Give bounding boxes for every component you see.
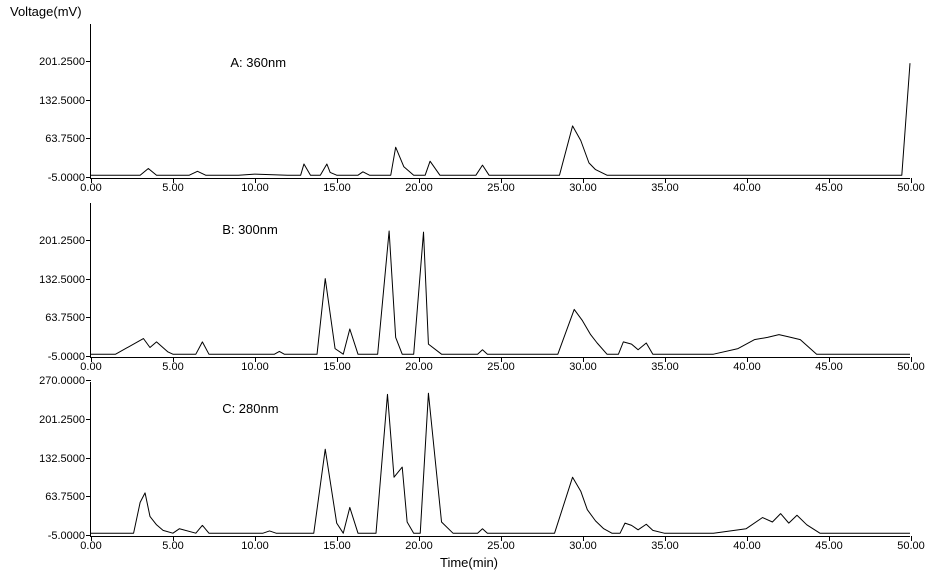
xtick-label: 45.00	[815, 182, 843, 194]
panel-label-a: A: 360nm	[230, 55, 286, 70]
panel-label-b: B: 300nm	[222, 222, 278, 237]
ytick-mark	[86, 380, 91, 381]
ytick-label: 132.5000	[39, 95, 85, 107]
ytick-label: 270.0000	[39, 375, 85, 387]
panel-b: -5.000063.7500132.5000201.25000.005.0010…	[90, 203, 910, 358]
chromatogram-curve	[91, 382, 910, 536]
xtick-label: 40.00	[733, 182, 761, 194]
plot-area: -5.000063.7500132.5000201.25000.005.0010…	[90, 24, 910, 179]
xtick-label: 10.00	[241, 361, 269, 373]
x-axis-title: Time(min)	[440, 555, 498, 570]
panel-a: -5.000063.7500132.5000201.25000.005.0010…	[90, 24, 910, 179]
xtick-label: 20.00	[405, 182, 433, 194]
ytick-label: 201.2500	[39, 56, 85, 68]
xtick-label: 15.00	[323, 540, 351, 552]
plot-area: -5.000063.7500132.5000201.2500270.00000.…	[90, 382, 910, 537]
panel-c: -5.000063.7500132.5000201.2500270.00000.…	[90, 382, 910, 537]
xtick-label: 25.00	[487, 540, 515, 552]
xtick-label: 30.00	[569, 540, 597, 552]
plot-area: -5.000063.7500132.5000201.25000.005.0010…	[90, 203, 910, 358]
panel-label-c: C: 280nm	[222, 401, 278, 416]
xtick-label: 5.00	[162, 540, 183, 552]
xtick-label: 15.00	[323, 182, 351, 194]
xtick-label: 5.00	[162, 182, 183, 194]
ytick-label: 63.7500	[45, 133, 85, 145]
xtick-label: 40.00	[733, 361, 761, 373]
chromatogram-curve	[91, 203, 910, 357]
xtick-label: 35.00	[651, 361, 679, 373]
xtick-label: 25.00	[487, 361, 515, 373]
xtick-label: 0.00	[80, 182, 101, 194]
ytick-label: 63.7500	[45, 312, 85, 324]
xtick-label: 20.00	[405, 361, 433, 373]
xtick-label: 30.00	[569, 182, 597, 194]
xtick-label: 25.00	[487, 182, 515, 194]
xtick-label: 10.00	[241, 540, 269, 552]
xtick-label: 35.00	[651, 540, 679, 552]
y-axis-title: Voltage(mV)	[10, 4, 82, 19]
ytick-label: 132.5000	[39, 453, 85, 465]
xtick-label: 45.00	[815, 361, 843, 373]
ytick-label: 201.2500	[39, 414, 85, 426]
xtick-label: 5.00	[162, 361, 183, 373]
ytick-label: 132.5000	[39, 274, 85, 286]
xtick-label: 20.00	[405, 540, 433, 552]
ytick-label: 201.2500	[39, 235, 85, 247]
xtick-label: 50.00	[897, 182, 925, 194]
chromatogram-curve	[91, 24, 910, 178]
xtick-label: 10.00	[241, 182, 269, 194]
ytick-label: 63.7500	[45, 491, 85, 503]
xtick-label: 40.00	[733, 540, 761, 552]
xtick-label: 50.00	[897, 540, 925, 552]
xtick-label: 50.00	[897, 361, 925, 373]
xtick-label: 0.00	[80, 361, 101, 373]
xtick-label: 15.00	[323, 361, 351, 373]
xtick-label: 0.00	[80, 540, 101, 552]
xtick-label: 35.00	[651, 182, 679, 194]
xtick-label: 30.00	[569, 361, 597, 373]
xtick-label: 45.00	[815, 540, 843, 552]
